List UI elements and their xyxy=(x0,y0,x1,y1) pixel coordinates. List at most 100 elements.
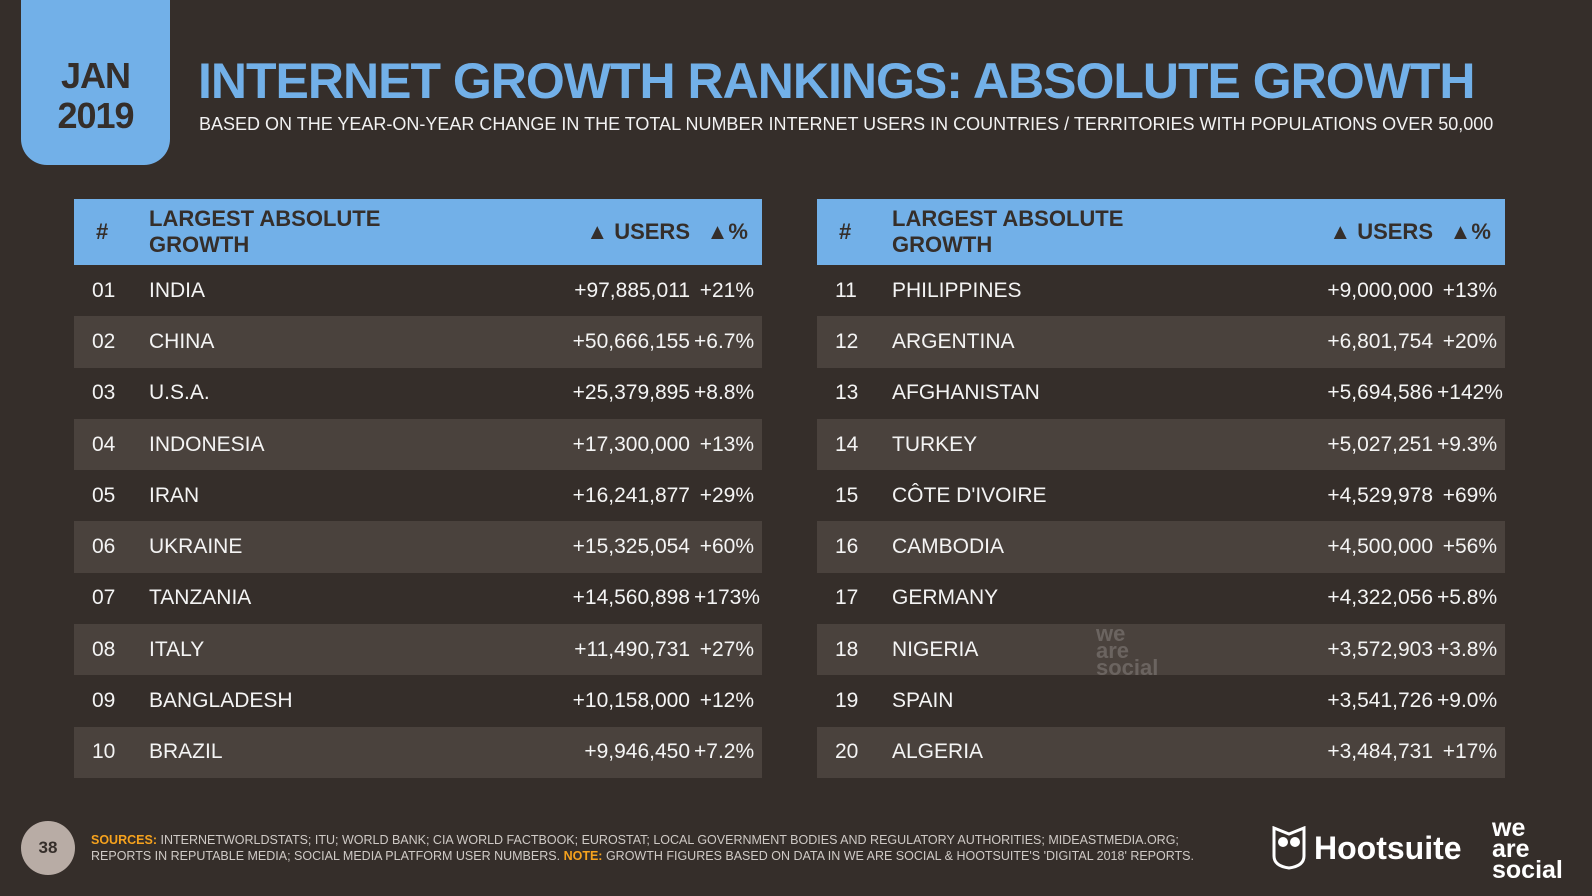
country: IRAN xyxy=(149,483,200,507)
rank: 17 xyxy=(835,586,859,610)
users-growth: +4,529,978 xyxy=(1327,483,1433,507)
rank: 08 xyxy=(92,637,116,661)
users-growth: +17,300,000 xyxy=(572,432,690,456)
header-users: ▲ USERS xyxy=(1329,219,1433,244)
users-growth: +4,500,000 xyxy=(1327,535,1433,559)
table-row: 03 U.S.A. +25,379,895 +8.8% xyxy=(74,368,762,419)
users-growth: +4,322,056 xyxy=(1327,586,1433,610)
table-row: 02 CHINA +50,666,155 +6.7% xyxy=(74,316,762,368)
country: PHILIPPINES xyxy=(892,278,1022,302)
country: BANGLADESH xyxy=(149,689,293,713)
country: ARGENTINA xyxy=(892,329,1015,353)
users-growth: +3,484,731 xyxy=(1327,740,1433,764)
table-row: 15 CÔTE D'IVOIRE +4,529,978 +69% xyxy=(817,470,1505,521)
table-row: 04 INDONESIA +17,300,000 +13% xyxy=(74,418,762,471)
pct-growth: +29% xyxy=(699,483,754,507)
table-row: 12 ARGENTINA +6,801,754 +20% xyxy=(817,316,1505,368)
rank: 15 xyxy=(835,483,859,507)
rank: 16 xyxy=(835,535,859,559)
rank: 19 xyxy=(835,689,859,713)
country: ITALY xyxy=(149,637,205,661)
pct-growth: +142% xyxy=(1437,381,1503,405)
country: INDIA xyxy=(149,278,206,302)
page-title: INTERNET GROWTH RANKINGS: ABSOLUTE GROWT… xyxy=(198,53,1476,109)
rank: 20 xyxy=(835,740,859,764)
rank: 14 xyxy=(835,432,859,456)
pct-growth: +13% xyxy=(699,432,754,456)
table-row: 17 GERMANY +4,322,056 +5.8% xyxy=(817,573,1505,624)
country: UKRAINE xyxy=(149,535,243,559)
rank: 10 xyxy=(92,740,116,764)
table-row: 10 BRAZIL +9,946,450 +7.2% xyxy=(74,726,762,778)
users-growth: +3,541,726 xyxy=(1327,689,1433,713)
we-are-social-logo: we are social xyxy=(1492,816,1563,884)
note-label: NOTE: xyxy=(563,849,603,863)
users-growth: +10,158,000 xyxy=(572,689,690,713)
date-year: 2019 xyxy=(57,95,134,136)
pct-growth: +20% xyxy=(1442,329,1497,353)
users-growth: +97,885,011 xyxy=(574,278,690,302)
country: TURKEY xyxy=(892,432,978,456)
country: U.S.A. xyxy=(149,381,210,405)
pct-growth: +6.7% xyxy=(694,329,755,353)
rank: 07 xyxy=(92,586,116,610)
table-row: 18 NIGERIA +3,572,903 +3.8% xyxy=(817,624,1505,676)
page-number: 38 xyxy=(21,821,75,875)
table-row: 05 IRAN +16,241,877 +29% xyxy=(74,470,762,521)
rankings-table-left: # LARGEST ABSOLUTE GROWTH ▲ USERS ▲% 01 INDIA… xyxy=(74,199,762,778)
table-header: # LARGEST ABSOLUTE GROWTH ▲ USERS ▲% xyxy=(74,199,762,265)
pct-growth: +3.8% xyxy=(1437,637,1498,661)
date-month: JAN xyxy=(60,55,131,96)
rank: 13 xyxy=(835,381,859,405)
rank: 11 xyxy=(835,278,857,302)
pct-growth: +7.2% xyxy=(694,740,755,764)
rank: 03 xyxy=(92,381,116,405)
date-badge: JAN 2019 xyxy=(21,0,170,165)
header-pct: ▲% xyxy=(1449,219,1491,244)
users-growth: +14,560,898 xyxy=(572,586,690,610)
country: CÔTE D'IVOIRE xyxy=(892,483,1047,507)
pct-growth: +56% xyxy=(1442,535,1497,559)
country: TANZANIA xyxy=(149,586,252,610)
table-row: 19 SPAIN +3,541,726 +9.0% xyxy=(817,675,1505,726)
logo-social: social xyxy=(1492,856,1563,884)
header-rank: # xyxy=(96,219,109,244)
pct-growth: +5.8% xyxy=(1437,586,1498,610)
users-growth: +50,666,155 xyxy=(572,329,690,353)
pct-growth: +27% xyxy=(699,637,754,661)
pct-growth: +69% xyxy=(1442,483,1497,507)
pct-growth: +17% xyxy=(1442,740,1497,764)
users-growth: +25,379,895 xyxy=(572,381,690,405)
rank: 01 xyxy=(92,278,116,302)
footer-sources: SOURCES: INTERNETWORLDSTATS; ITU; WORLD … xyxy=(91,832,1221,864)
pct-growth: +21% xyxy=(699,278,754,302)
rank: 04 xyxy=(92,432,116,456)
table-row: 14 TURKEY +5,027,251 +9.3% xyxy=(817,418,1505,471)
sources-text: INTERNETWORLDSTATS; ITU; WORLD BANK; CIA… xyxy=(91,833,1179,863)
users-growth: +16,241,877 xyxy=(572,483,690,507)
country: AFGHANISTAN xyxy=(892,381,1040,405)
rank: 02 xyxy=(92,329,116,353)
hootsuite-wordmark: Hootsuite xyxy=(1314,829,1462,866)
logo-are: are xyxy=(1492,835,1530,863)
table-row: 11 PHILIPPINES +9,000,000 +13% xyxy=(817,265,1505,316)
page-subtitle: BASED ON THE YEAR-ON-YEAR CHANGE IN THE … xyxy=(199,114,1494,134)
header-pct: ▲% xyxy=(706,219,748,244)
rank: 18 xyxy=(835,637,859,661)
we-are-social-watermark: we are social xyxy=(1096,621,1159,680)
owl-icon xyxy=(1272,826,1306,870)
users-growth: +9,000,000 xyxy=(1327,278,1433,302)
users-growth: +5,694,586 xyxy=(1327,381,1433,405)
rank: 06 xyxy=(92,535,116,559)
country: SPAIN xyxy=(892,689,954,713)
header-users: ▲ USERS xyxy=(586,219,690,244)
sources-label: SOURCES: xyxy=(91,833,157,847)
pct-growth: +9.3% xyxy=(1437,432,1498,456)
rank: 09 xyxy=(92,689,116,713)
table-row: 13 AFGHANISTAN +5,694,586 +142% xyxy=(817,368,1505,419)
table-row: 07 TANZANIA +14,560,898 +173% xyxy=(74,573,762,624)
country: CHINA xyxy=(149,329,215,353)
table-row: 09 BANGLADESH +10,158,000 +12% xyxy=(74,675,762,726)
rank: 05 xyxy=(92,483,116,507)
table-row: 20 ALGERIA +3,484,731 +17% xyxy=(817,726,1505,778)
